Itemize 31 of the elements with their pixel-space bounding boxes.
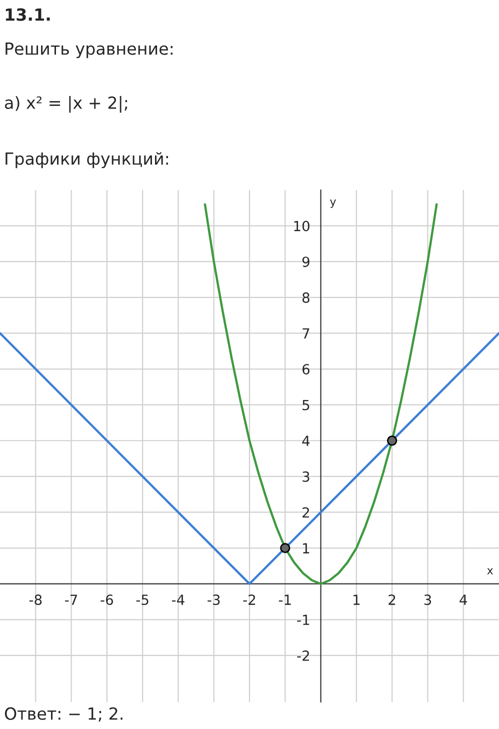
y-tick-label: 3 bbox=[302, 471, 310, 482]
y-tick-label: 10 bbox=[294, 220, 310, 232]
x-tick-label: 4 bbox=[460, 594, 467, 605]
y-tick-label: 5 bbox=[302, 400, 310, 410]
y-tick-label: -2 bbox=[297, 650, 309, 661]
x-tick-label: -1 bbox=[278, 594, 291, 605]
x-tick-label: 2 bbox=[388, 594, 396, 605]
x-tick-label: -3 bbox=[208, 594, 220, 606]
y-axis-title: y bbox=[330, 200, 336, 208]
text: Графики функций: bbox=[6, 152, 168, 168]
x-tick-label: -4 bbox=[172, 594, 184, 605]
y-tick-label: 7 bbox=[302, 328, 310, 338]
x-tick-label: 1 bbox=[354, 594, 360, 605]
x-tick-label: -2 bbox=[243, 594, 256, 605]
y-tick-label: 9 bbox=[302, 256, 310, 268]
y-tick-label: -1 bbox=[297, 614, 310, 625]
x-tick-label: 3 bbox=[424, 594, 432, 606]
x-tick-label: -6 bbox=[100, 594, 113, 606]
text: а) x² = |x + 2|; bbox=[5, 96, 128, 113]
x-axis-title: x bbox=[487, 568, 494, 574]
x-tick-label: -5 bbox=[136, 594, 148, 606]
chart-title: 13.1. bbox=[6, 8, 50, 21]
y-tick-label: 6 bbox=[302, 364, 310, 374]
y-tick-label: 8 bbox=[302, 292, 310, 303]
y-tick-label: 1 bbox=[303, 543, 310, 554]
y-tick-label: 2 bbox=[302, 507, 309, 518]
x-tick-label: -7 bbox=[65, 594, 78, 605]
x-tick-label: -8 bbox=[29, 594, 42, 606]
chart-subtitle: Решить уравнение: bbox=[6, 42, 172, 58]
y-tick-label: 4 bbox=[302, 436, 310, 446]
text: Ответ: − 1; 2. bbox=[4, 707, 122, 722]
